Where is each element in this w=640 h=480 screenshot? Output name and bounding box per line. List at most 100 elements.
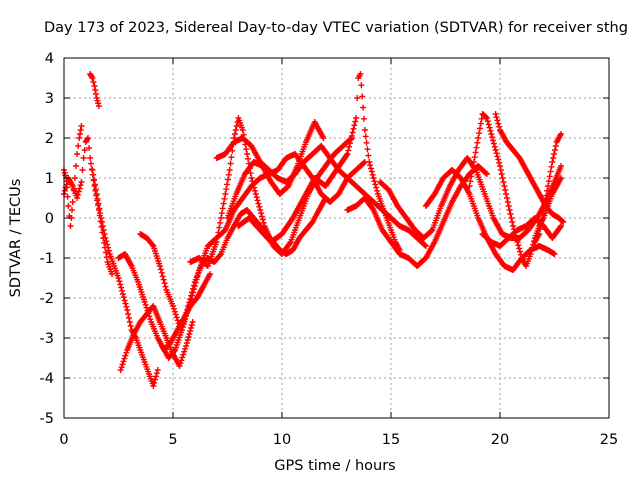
data-point (191, 283, 198, 289)
data-point (490, 137, 497, 144)
data-point (86, 145, 93, 151)
data-point (215, 229, 222, 236)
data-point (466, 183, 473, 189)
y-tick-label: 3 (45, 91, 54, 107)
data-point (477, 120, 484, 127)
data-point (539, 211, 546, 218)
data-point (97, 210, 104, 217)
data-point (517, 248, 524, 255)
data-point (557, 224, 564, 231)
data-point (244, 155, 251, 162)
data-point (91, 181, 98, 188)
x-tick-label: 20 (491, 432, 509, 448)
data-point (486, 124, 493, 131)
data-point (77, 127, 84, 133)
y-tick-label: -1 (40, 251, 54, 267)
data-point (504, 199, 511, 205)
data-point (362, 133, 369, 140)
data-point (78, 123, 85, 129)
data-point (483, 171, 490, 177)
data-point (80, 155, 87, 161)
data-point (250, 181, 257, 188)
data-point (117, 281, 124, 288)
data-point (551, 147, 558, 153)
data-point (239, 127, 246, 133)
data-point (368, 168, 375, 175)
data-point (221, 195, 228, 202)
data-point (65, 203, 72, 209)
y-tick-label: -3 (40, 331, 54, 347)
data-point (505, 203, 512, 209)
data-point (170, 303, 176, 309)
data-point (147, 316, 154, 323)
data-point (180, 321, 187, 328)
data-point (188, 322, 195, 328)
data-point (492, 147, 499, 153)
data-point (542, 197, 549, 204)
data-point (102, 235, 109, 241)
data-point (150, 383, 157, 389)
data-point (547, 168, 554, 175)
data-point (366, 159, 373, 165)
data-point (171, 308, 178, 315)
data-point (214, 234, 221, 241)
axis-ticks: 0 5 10 15 20 25 -5 -4 -3 -2 -1 0 1 2 3 4 (40, 51, 619, 448)
data-point (152, 373, 159, 380)
data-point (189, 292, 196, 299)
data-point (550, 155, 557, 161)
data-point (190, 289, 197, 296)
data-point (122, 352, 129, 359)
data-point (422, 242, 429, 249)
data-point (193, 276, 200, 283)
data-points (61, 71, 567, 389)
data-point (470, 159, 477, 165)
y-tick-label: 2 (45, 131, 54, 147)
data-point (98, 219, 105, 225)
data-point (103, 254, 110, 261)
data-point (558, 131, 565, 137)
data-point (359, 93, 366, 100)
data-point (510, 223, 517, 229)
data-point (115, 275, 122, 281)
data-point (360, 104, 367, 111)
data-point (551, 251, 558, 257)
data-point (180, 351, 187, 358)
data-point (91, 83, 98, 89)
data-point (360, 115, 367, 122)
data-point (154, 367, 161, 373)
series-trace-15 (377, 155, 565, 241)
series-trace-2 (87, 71, 102, 109)
data-point (122, 300, 129, 307)
data-point (220, 200, 227, 207)
data-point (344, 151, 351, 157)
data-point (127, 323, 134, 329)
data-point (104, 241, 111, 248)
data-point (76, 131, 83, 137)
data-point (361, 127, 368, 133)
data-point (189, 319, 196, 325)
data-point (495, 156, 502, 163)
data-point (224, 181, 231, 188)
data-point (503, 191, 510, 197)
data-point (152, 376, 159, 383)
data-point (74, 151, 81, 157)
data-point (560, 219, 567, 225)
data-point (99, 223, 106, 229)
data-point (369, 171, 376, 178)
data-point (231, 131, 238, 137)
series-trace-12 (224, 119, 327, 221)
data-point (195, 270, 202, 277)
data-point (351, 122, 358, 129)
data-point (498, 171, 505, 177)
data-point (254, 197, 261, 204)
data-point (81, 147, 88, 153)
data-point (72, 163, 79, 169)
data-point (118, 284, 125, 291)
data-point (373, 184, 380, 191)
data-point (422, 243, 429, 249)
data-point (501, 183, 508, 189)
data-point (483, 115, 490, 121)
y-tick-label: -2 (40, 291, 54, 307)
data-point (222, 191, 229, 197)
